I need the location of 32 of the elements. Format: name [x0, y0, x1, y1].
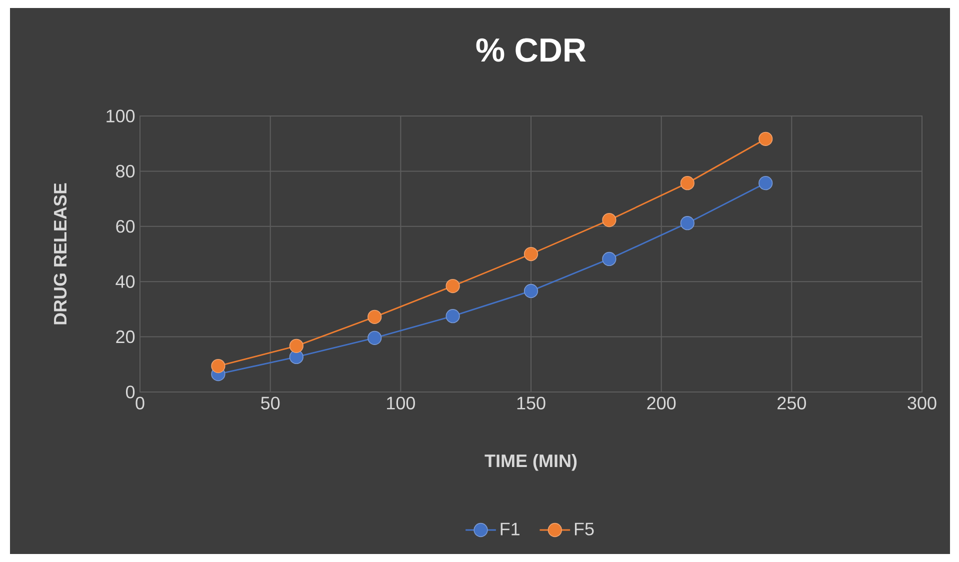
- point: [211, 358, 226, 374]
- point: [602, 212, 616, 228]
- point: [368, 310, 382, 324]
- point: [446, 278, 460, 294]
- y-tick-label: 40: [116, 275, 135, 288]
- chart-title: % CDR: [476, 38, 586, 62]
- point: [289, 338, 304, 353]
- point: [758, 176, 773, 190]
- legend-label: F5: [574, 522, 594, 536]
- x-tick-label: 300: [908, 396, 936, 410]
- y-tick-label: 100: [106, 110, 135, 122]
- x-tick-label: 250: [778, 396, 806, 410]
- point: [446, 309, 460, 324]
- x-tick-label: 100: [387, 396, 415, 410]
- point: [680, 216, 694, 230]
- x-axis-title: TIME (MIN): [484, 454, 577, 471]
- y-tick-label: 60: [116, 220, 135, 233]
- y-axis-title: DRUG RELEASE: [54, 183, 67, 324]
- point: [524, 246, 538, 262]
- x-tick-label: 150: [517, 396, 546, 410]
- point: [680, 176, 694, 190]
- y-tick-label: 0: [126, 386, 135, 398]
- point: [524, 284, 538, 298]
- point: [758, 132, 773, 146]
- legend-label: F1: [500, 522, 520, 536]
- point: [368, 330, 382, 345]
- x-tick-label: 0: [136, 396, 144, 410]
- y-tick-label: 80: [116, 164, 135, 178]
- point: [602, 252, 616, 266]
- x-tick-label: 50: [261, 396, 280, 410]
- x-tick-label: 200: [647, 396, 676, 410]
- y-tick-label: 20: [116, 330, 135, 344]
